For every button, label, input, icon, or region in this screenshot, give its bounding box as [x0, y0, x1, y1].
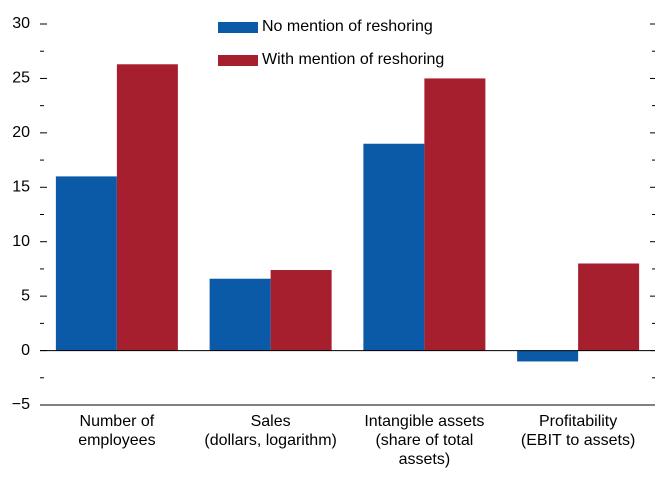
bar — [209, 278, 271, 351]
bar — [517, 350, 579, 362]
bar — [363, 143, 425, 351]
bar — [270, 270, 332, 351]
y-tick-label: 25 — [12, 70, 30, 87]
bar — [116, 64, 178, 351]
legend-swatch — [218, 22, 258, 33]
x-tick-label: Profitability (EBIT to assets) — [521, 413, 635, 449]
y-tick-label: −5 — [12, 396, 30, 413]
bar — [424, 78, 486, 351]
x-tick-label: Intangible assets (share of total assets) — [364, 413, 484, 468]
x-tick-label: Sales (dollars, logarithm) — [204, 413, 336, 449]
y-tick-label: 0 — [21, 342, 30, 359]
legend-label: No mention of reshoring — [262, 18, 433, 35]
y-tick-label: 15 — [12, 179, 30, 196]
y-tick-label: 10 — [12, 233, 30, 250]
bar — [55, 176, 117, 351]
legend-swatch — [218, 55, 258, 66]
y-tick-label: 20 — [12, 124, 30, 141]
bar — [578, 263, 640, 351]
legend-label: With mention of reshoring — [262, 51, 444, 68]
x-tick-label: Number of employees — [78, 413, 155, 449]
y-tick-label: 5 — [21, 287, 30, 304]
y-tick-label: 30 — [12, 15, 30, 32]
